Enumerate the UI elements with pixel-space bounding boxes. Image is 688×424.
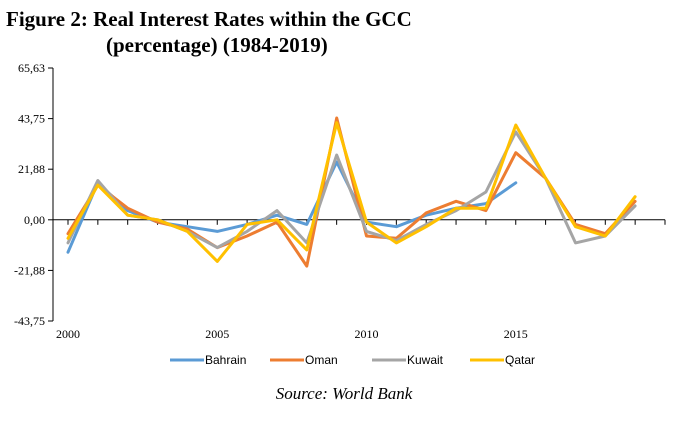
legend-label-kuwait: Kuwait: [407, 353, 444, 367]
series-line-qatar: [66, 121, 637, 263]
title-line-1: Figure 2: Real Interest Rates within the…: [6, 7, 412, 31]
x-tick-label: 2015: [504, 327, 528, 341]
x-tick-label: 2005: [205, 327, 229, 341]
legend-label-bahrain: Bahrain: [205, 353, 246, 367]
legend-label-oman: Oman: [305, 353, 338, 367]
series-line-kuwait: [66, 130, 637, 250]
legend-label-qatar: Qatar: [505, 353, 535, 367]
series-line-bahrain: [66, 160, 518, 254]
y-tick-label: 21,88: [18, 162, 45, 176]
x-tick-label: 2000: [56, 327, 80, 341]
title-line-2: (percentage) (1984-2019): [106, 33, 328, 57]
y-tick-label: 65,63: [18, 61, 45, 75]
chart-title: Figure 2: Real Interest Rates within the…: [6, 6, 412, 58]
y-tick-label: -21,88: [14, 263, 45, 277]
y-tick-label: -43,75: [14, 314, 45, 328]
x-tick-label: 2010: [355, 327, 379, 341]
y-tick-label: 0,00: [24, 213, 45, 227]
source-note: Source: World Bank: [275, 384, 413, 403]
y-tick-label: 43,75: [18, 112, 45, 126]
